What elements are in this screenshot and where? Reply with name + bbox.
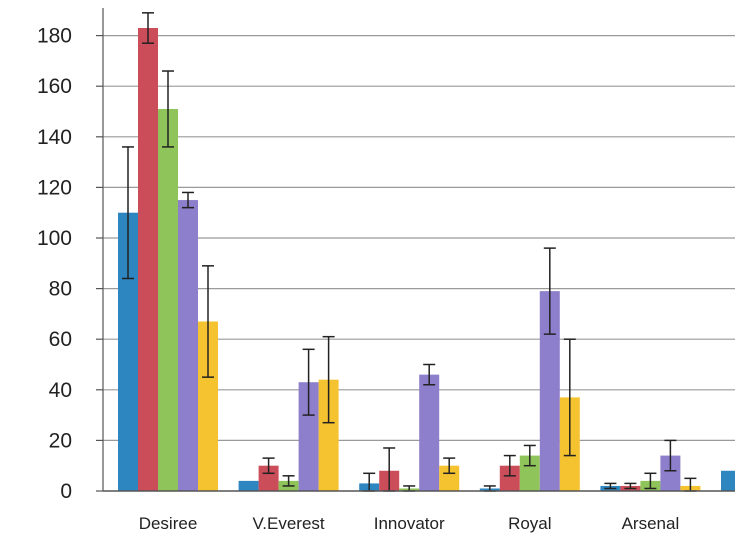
x-category-label: Arsenal xyxy=(622,514,680,533)
bar xyxy=(178,200,198,492)
error-bars xyxy=(122,12,697,492)
bar xyxy=(138,28,158,491)
y-tick-label: 80 xyxy=(49,278,72,301)
x-category-label: Innovator xyxy=(374,514,445,533)
y-tick-label: 100 xyxy=(37,227,72,250)
bar xyxy=(118,212,138,491)
bar xyxy=(539,291,560,491)
bar xyxy=(660,455,681,491)
y-tick-label: 40 xyxy=(49,379,72,402)
bar xyxy=(298,382,319,491)
bar xyxy=(721,470,735,491)
bar xyxy=(419,374,440,491)
bar xyxy=(238,480,259,491)
bar xyxy=(499,465,520,491)
y-tick-label: 20 xyxy=(49,429,72,452)
x-category-label: Desiree xyxy=(139,514,198,533)
y-axis: 0 20 40 60 80 100 120 140 160 180 xyxy=(37,8,104,503)
y-tick-label: 120 xyxy=(37,176,72,199)
y-tick-label: 140 xyxy=(37,126,72,149)
bar xyxy=(318,379,339,491)
y-tick-label: 60 xyxy=(49,328,72,351)
x-axis: Desiree V.Everest Innovator Royal Arsenal xyxy=(103,490,735,533)
y-tick-label: 0 xyxy=(60,480,72,503)
bar xyxy=(439,465,460,491)
x-category-label: V.Everest xyxy=(253,514,325,533)
y-tick-label: 160 xyxy=(37,75,72,98)
bar xyxy=(198,321,218,491)
bar xyxy=(158,108,178,491)
y-tick-label: 180 xyxy=(37,25,72,48)
x-category-label: Royal xyxy=(508,514,551,533)
bar xyxy=(519,455,540,491)
bar xyxy=(258,465,279,491)
bars xyxy=(118,28,735,492)
